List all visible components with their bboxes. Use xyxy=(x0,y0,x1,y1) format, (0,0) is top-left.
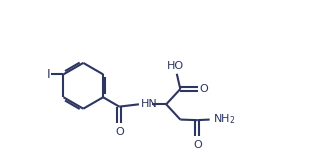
Text: O: O xyxy=(115,127,124,137)
Text: HO: HO xyxy=(167,61,184,71)
Text: HN: HN xyxy=(140,99,157,109)
Text: I: I xyxy=(47,68,50,81)
Text: NH$_2$: NH$_2$ xyxy=(214,112,236,126)
Text: O: O xyxy=(193,140,202,150)
Text: O: O xyxy=(199,84,208,94)
